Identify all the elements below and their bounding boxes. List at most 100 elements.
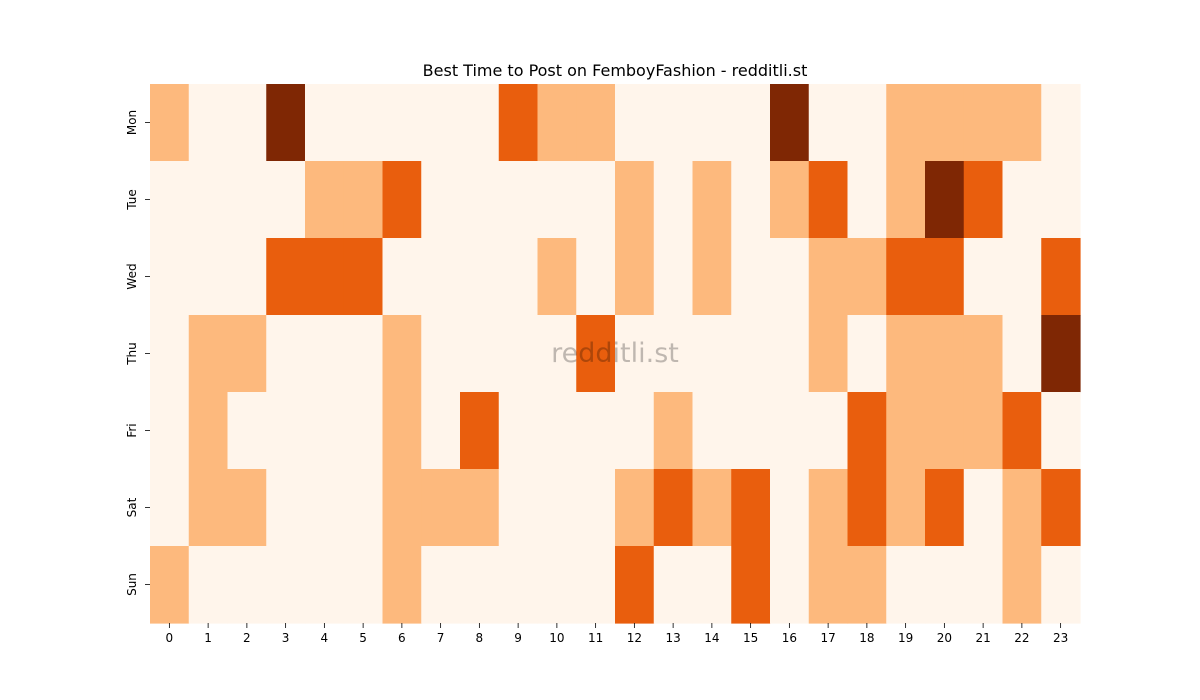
heatmap-cell <box>692 84 732 162</box>
x-tick-label: 14 <box>704 631 719 645</box>
heatmap-cell <box>498 238 539 316</box>
heatmap-cell <box>808 392 849 470</box>
y-tick-label: Sun <box>125 573 139 596</box>
heatmap-cell <box>305 161 345 239</box>
heatmap-cell <box>808 84 849 162</box>
heatmap-cell <box>188 392 229 470</box>
heatmap-cell <box>266 238 306 316</box>
heatmap-cell <box>770 238 810 316</box>
heatmap-cell <box>576 315 616 393</box>
x-tick-label: 3 <box>282 631 290 645</box>
heatmap-cell <box>150 84 190 162</box>
heatmap-cell <box>576 469 616 547</box>
heatmap-cell <box>460 546 500 624</box>
heatmap-cell <box>305 469 345 547</box>
heatmap-cell <box>266 84 306 162</box>
heatmap-cell <box>653 161 694 239</box>
x-axis: 0 1 2 3 4 5 6 7 8 9 10 11 12 13 14 15 16 17 18 19 20 21 22 23 <box>166 623 1068 645</box>
heatmap-cell <box>382 238 422 316</box>
heatmap-cell <box>421 546 461 624</box>
y-tick-label: Fri <box>125 423 139 437</box>
heatmap-cell <box>188 238 229 316</box>
heatmap-cell <box>808 469 849 547</box>
heatmap-cell <box>808 315 849 393</box>
heatmap-cell <box>498 546 539 624</box>
chart-title: Best Time to Post on FemboyFashion - red… <box>423 61 808 80</box>
heatmap-cell <box>227 392 267 470</box>
heatmap-cell <box>692 546 732 624</box>
heatmap-cell <box>188 469 229 547</box>
x-tick-label: 15 <box>743 631 758 645</box>
heatmap-cell <box>770 315 810 393</box>
heatmap-cell <box>305 315 345 393</box>
heatmap-cell <box>537 161 577 239</box>
heatmap-cell <box>227 84 267 162</box>
heatmap-cell <box>305 546 345 624</box>
heatmap-cell <box>150 315 190 393</box>
heatmap-cell <box>498 469 539 547</box>
heatmap-cell <box>227 546 267 624</box>
heatmap-cell <box>1002 392 1042 470</box>
heatmap-cell <box>343 315 384 393</box>
heatmap-cell <box>847 469 887 547</box>
heatmap-cell <box>343 84 384 162</box>
heatmap-cell <box>576 546 616 624</box>
heatmap-cell <box>847 392 887 470</box>
heatmap-cell <box>770 161 810 239</box>
heatmap-cell <box>886 238 926 316</box>
heatmap-cell <box>963 84 1004 162</box>
x-tick-label: 12 <box>627 631 642 645</box>
heatmap-cell <box>615 315 655 393</box>
heatmap-cell <box>925 469 965 547</box>
x-tick-label: 13 <box>665 631 680 645</box>
heatmap-cell <box>1041 315 1081 393</box>
heatmap-cell <box>653 392 694 470</box>
heatmap-cell <box>382 84 422 162</box>
x-tick-label: 2 <box>243 631 251 645</box>
heatmap-cell <box>1041 546 1081 624</box>
y-tick-label: Wed <box>125 263 139 289</box>
heatmap-cell <box>150 161 190 239</box>
heatmap-cell <box>421 161 461 239</box>
heatmap-cell <box>460 315 500 393</box>
x-tick-label: 18 <box>859 631 874 645</box>
heatmap-cell <box>731 315 771 393</box>
heatmap-cell <box>925 392 965 470</box>
x-tick-label: 21 <box>975 631 990 645</box>
heatmap-cell <box>615 469 655 547</box>
heatmap-cell <box>731 161 771 239</box>
x-tick-label: 8 <box>476 631 484 645</box>
heatmap-cell <box>382 161 422 239</box>
heatmap-cell <box>1002 469 1042 547</box>
heatmap-cell <box>382 392 422 470</box>
heatmap-cell <box>305 84 345 162</box>
heatmap-cell <box>847 84 887 162</box>
heatmap-cell <box>847 238 887 316</box>
y-tick-label: Tue <box>125 189 139 211</box>
heatmap-cell <box>615 84 655 162</box>
heatmap-cell <box>1002 546 1042 624</box>
x-tick-label: 19 <box>898 631 913 645</box>
x-tick-label: 17 <box>820 631 835 645</box>
heatmap-cell <box>925 546 965 624</box>
x-tick-label: 1 <box>204 631 212 645</box>
heatmap-cell <box>576 161 616 239</box>
heatmap-cell <box>692 161 732 239</box>
heatmap-cell <box>227 161 267 239</box>
heatmap-cell <box>1002 315 1042 393</box>
x-tick-label: 7 <box>437 631 445 645</box>
heatmap-cell <box>653 238 694 316</box>
heatmap-cell <box>770 469 810 547</box>
heatmap-cell <box>421 392 461 470</box>
heatmap-cell <box>692 469 732 547</box>
heatmap-cell <box>847 315 887 393</box>
heatmap-cell <box>886 161 926 239</box>
heatmap-cell <box>615 161 655 239</box>
y-axis: Mon Tue Wed Thu Fri Sat Sun <box>125 110 150 596</box>
heatmap-cell <box>266 546 306 624</box>
heatmap-cell <box>498 315 539 393</box>
x-tick-label: 16 <box>782 631 797 645</box>
heatmap-cell <box>615 546 655 624</box>
heatmap-cell <box>1002 161 1042 239</box>
x-tick-label: 22 <box>1014 631 1029 645</box>
